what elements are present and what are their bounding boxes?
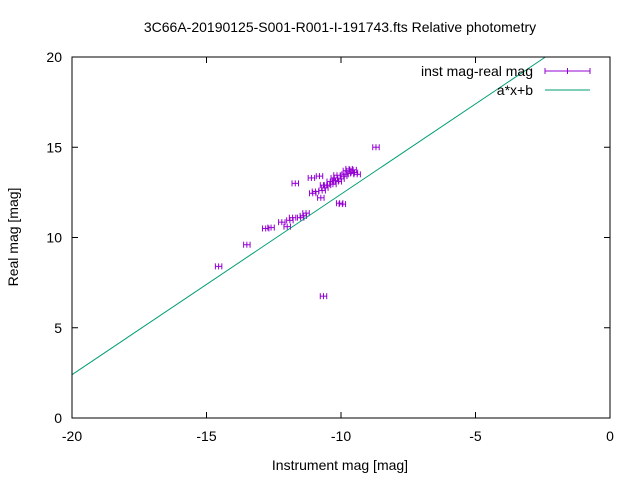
x-axis-label: Instrument mag [mag] (272, 457, 408, 473)
data-point (353, 171, 361, 178)
data-point (315, 173, 324, 180)
data-point (267, 224, 275, 231)
data-point (318, 187, 326, 194)
data-point (286, 217, 294, 224)
data-point (288, 214, 297, 221)
x-tick-label: -5 (469, 428, 482, 444)
axis-ticks: -20 -15 -10 -5 0 0 5 10 15 20 (46, 49, 614, 444)
x-tick-label: -15 (196, 428, 216, 444)
x-tick-label: -20 (62, 428, 82, 444)
data-point (319, 293, 328, 300)
legend: inst mag-real mag a*x+b (421, 63, 591, 98)
plot-frame (71, 56, 611, 419)
data-point (338, 201, 347, 208)
legend-label: a*x+b (497, 82, 533, 98)
data-point (214, 263, 223, 270)
y-tick-label: 5 (54, 320, 62, 336)
data-point (243, 241, 251, 248)
data-point (307, 174, 316, 181)
data-point (337, 175, 345, 182)
data-point (334, 178, 343, 185)
y-tick-label: 15 (46, 139, 62, 155)
data-point (335, 200, 344, 207)
data-point (291, 180, 299, 187)
data-point (323, 182, 332, 189)
y-axis-label: Real mag [mag] (5, 188, 21, 287)
data-point (345, 165, 353, 172)
fit-line (71, 56, 546, 376)
x-tick-label: 0 (606, 428, 614, 444)
chart-title: 3C66A-20190125-S001-R001-I-191743.fts Re… (144, 19, 536, 35)
data-point (372, 144, 380, 151)
legend-label: inst mag-real mag (421, 63, 533, 79)
data-point (278, 219, 286, 226)
y-tick-label: 20 (46, 49, 62, 65)
legend-errorbar-sample (544, 68, 591, 74)
x-tick-label: -10 (331, 428, 351, 444)
y-tick-label: 10 (46, 230, 62, 246)
plot-series (71, 56, 546, 376)
data-point (317, 194, 325, 201)
data-point (321, 184, 329, 191)
y-tick-label: 0 (54, 410, 62, 426)
